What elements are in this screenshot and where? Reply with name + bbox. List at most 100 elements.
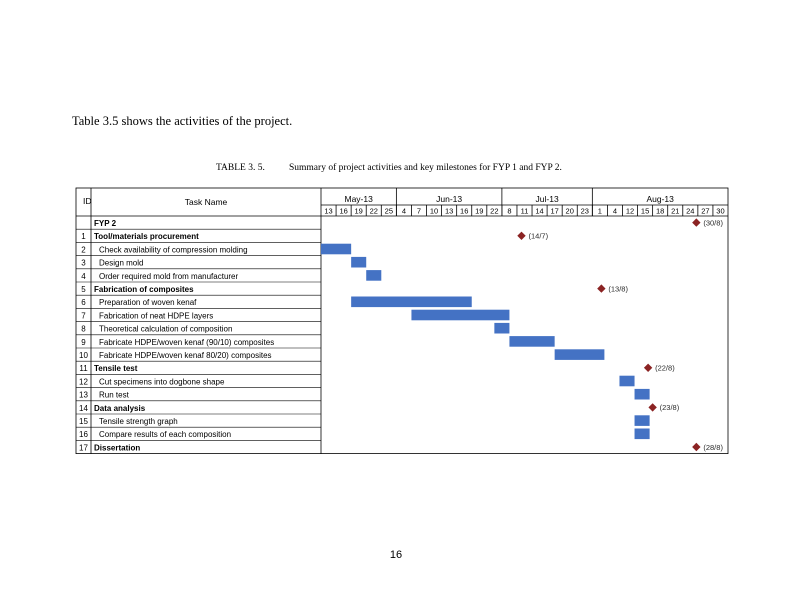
day-tick-label: 17	[550, 207, 558, 216]
day-tick-label: 8	[507, 207, 511, 216]
day-tick-label: 25	[385, 207, 393, 216]
gantt-header: ID Task Name	[83, 196, 228, 207]
day-tick-label: 10	[430, 207, 438, 216]
task-name: Run test	[99, 391, 130, 400]
day-tick-label: 22	[370, 207, 378, 216]
milestones: (30/8) (14/7) (13/8) (22/8) (23/8) (28/8)	[517, 218, 723, 452]
row-id: 15	[79, 417, 88, 426]
page-number: 16	[389, 549, 403, 561]
table-caption: TABLE 3. 5. Summary of project activities…	[216, 163, 562, 173]
summary-task-name: Tool/materials procurement	[94, 232, 199, 241]
row-id: 8	[81, 325, 86, 334]
day-tick-label: 22	[490, 207, 498, 216]
row-id: 10	[79, 351, 88, 360]
month-label: Aug-13	[646, 194, 674, 204]
task-name: Cut specimens into dogbone shape	[99, 377, 225, 386]
day-tick-label: 14	[535, 207, 543, 216]
row-id: 14	[79, 404, 88, 413]
task-name: Check availability of compression moldin…	[99, 245, 248, 254]
row-id: 12	[79, 377, 88, 386]
milestone-label: (22/8)	[655, 364, 675, 373]
task-name-column-header: Task Name	[185, 197, 228, 207]
row-id: 17	[79, 443, 88, 452]
table-caption-text: Summary of project activities and key mi…	[289, 163, 562, 173]
day-tick-label: 19	[475, 207, 483, 216]
table-caption-number: TABLE 3. 5.	[216, 163, 265, 173]
task-name: Fabricate HDPE/woven kenaf (90/10) compo…	[99, 338, 274, 347]
task-name: Fabrication of neat HDPE layers	[99, 311, 213, 320]
task-bar	[554, 349, 605, 360]
month-labels: May-13 Jun-13 Jul-13 Aug-13	[345, 194, 675, 204]
milestone-label: (14/7)	[528, 232, 548, 241]
month-label: May-13	[345, 194, 374, 204]
milestone-diamond	[648, 403, 657, 412]
milestone-label: (30/8)	[703, 218, 723, 227]
milestone-label: (28/8)	[703, 443, 723, 452]
milestone-label: (13/8)	[608, 284, 628, 293]
summary-task-name: Data analysis	[94, 404, 146, 413]
summary-task-name: Tensile test	[94, 364, 138, 373]
day-tick-label: 12	[626, 207, 634, 216]
day-tick-label: 4	[613, 207, 617, 216]
day-tick-label: 4	[402, 207, 406, 216]
row-id: 3	[81, 259, 86, 268]
task-name: Compare results of each composition	[99, 430, 231, 439]
gantt-grid	[75, 187, 729, 455]
row-id: 2	[81, 245, 86, 254]
task-rows: FYP 2 1 Tool/materials procurement 2 Check a…	[79, 219, 274, 452]
task-name: Tensile strength graph	[99, 417, 178, 426]
day-tick-label: 13	[445, 207, 453, 216]
intro-paragraph: Table 3.5 shows the activities of the pr…	[72, 114, 293, 128]
row-id: 5	[81, 285, 86, 294]
task-bar	[366, 270, 382, 281]
day-tick-label: 16	[339, 207, 347, 216]
summary-task-name: Dissertation	[94, 443, 140, 452]
day-tick-label: 7	[417, 207, 421, 216]
day-tick-label: 27	[701, 207, 709, 216]
task-name: Order required mold from manufacturer	[99, 272, 239, 281]
day-tick-label: 18	[656, 207, 664, 216]
day-tick-label: 21	[671, 207, 679, 216]
task-bars	[321, 243, 650, 440]
row-id: 13	[79, 391, 88, 400]
day-tick-label: 15	[641, 207, 649, 216]
day-tick-label: 13	[324, 207, 332, 216]
day-tick-label: 20	[566, 207, 574, 216]
task-bar	[619, 375, 635, 387]
task-name: Design mold	[99, 259, 143, 268]
day-tick-label: 23	[581, 207, 589, 216]
day-tick-label: 30	[716, 207, 724, 216]
month-label: Jun-13	[436, 194, 462, 204]
milestone-diamond	[692, 218, 701, 227]
milestone-diamond	[643, 363, 653, 372]
day-tick-label: 11	[521, 207, 529, 216]
day-tick-labels: 13 16 19 22 25 4 7 10 13 16 19 22 8 11 14 17 20 23 1 4 12 15 1…	[324, 207, 724, 216]
task-bar	[351, 296, 472, 308]
milestone-diamond	[692, 442, 701, 452]
day-tick-label: 24	[686, 207, 694, 216]
task-bar	[321, 243, 352, 255]
day-tick-label: 19	[355, 207, 363, 216]
milestone-label: (23/8)	[660, 403, 680, 412]
task-name: Theoretical calculation of composition	[99, 325, 232, 334]
row-id: 7	[81, 311, 86, 320]
day-tick-label: 16	[460, 207, 468, 216]
row-id: 9	[81, 338, 86, 347]
task-bar	[494, 322, 510, 334]
row-id: 16	[79, 430, 88, 439]
task-bar	[509, 336, 555, 347]
task-name: Fabricate HDPE/woven kenaf 80/20) compos…	[99, 351, 272, 360]
table-border	[75, 187, 729, 455]
task-bar	[634, 388, 650, 400]
milestone-diamond	[517, 231, 526, 240]
summary-task-name: Fabrication of composites	[94, 285, 194, 294]
task-bar	[634, 428, 650, 440]
row-id: 11	[79, 364, 88, 373]
day-tick-label: 1	[598, 207, 602, 216]
month-label: Jul-13	[536, 194, 559, 204]
row-id: 6	[81, 298, 86, 307]
milestone-diamond	[597, 284, 606, 293]
task-bar	[351, 256, 367, 268]
row-id: 1	[81, 232, 86, 241]
